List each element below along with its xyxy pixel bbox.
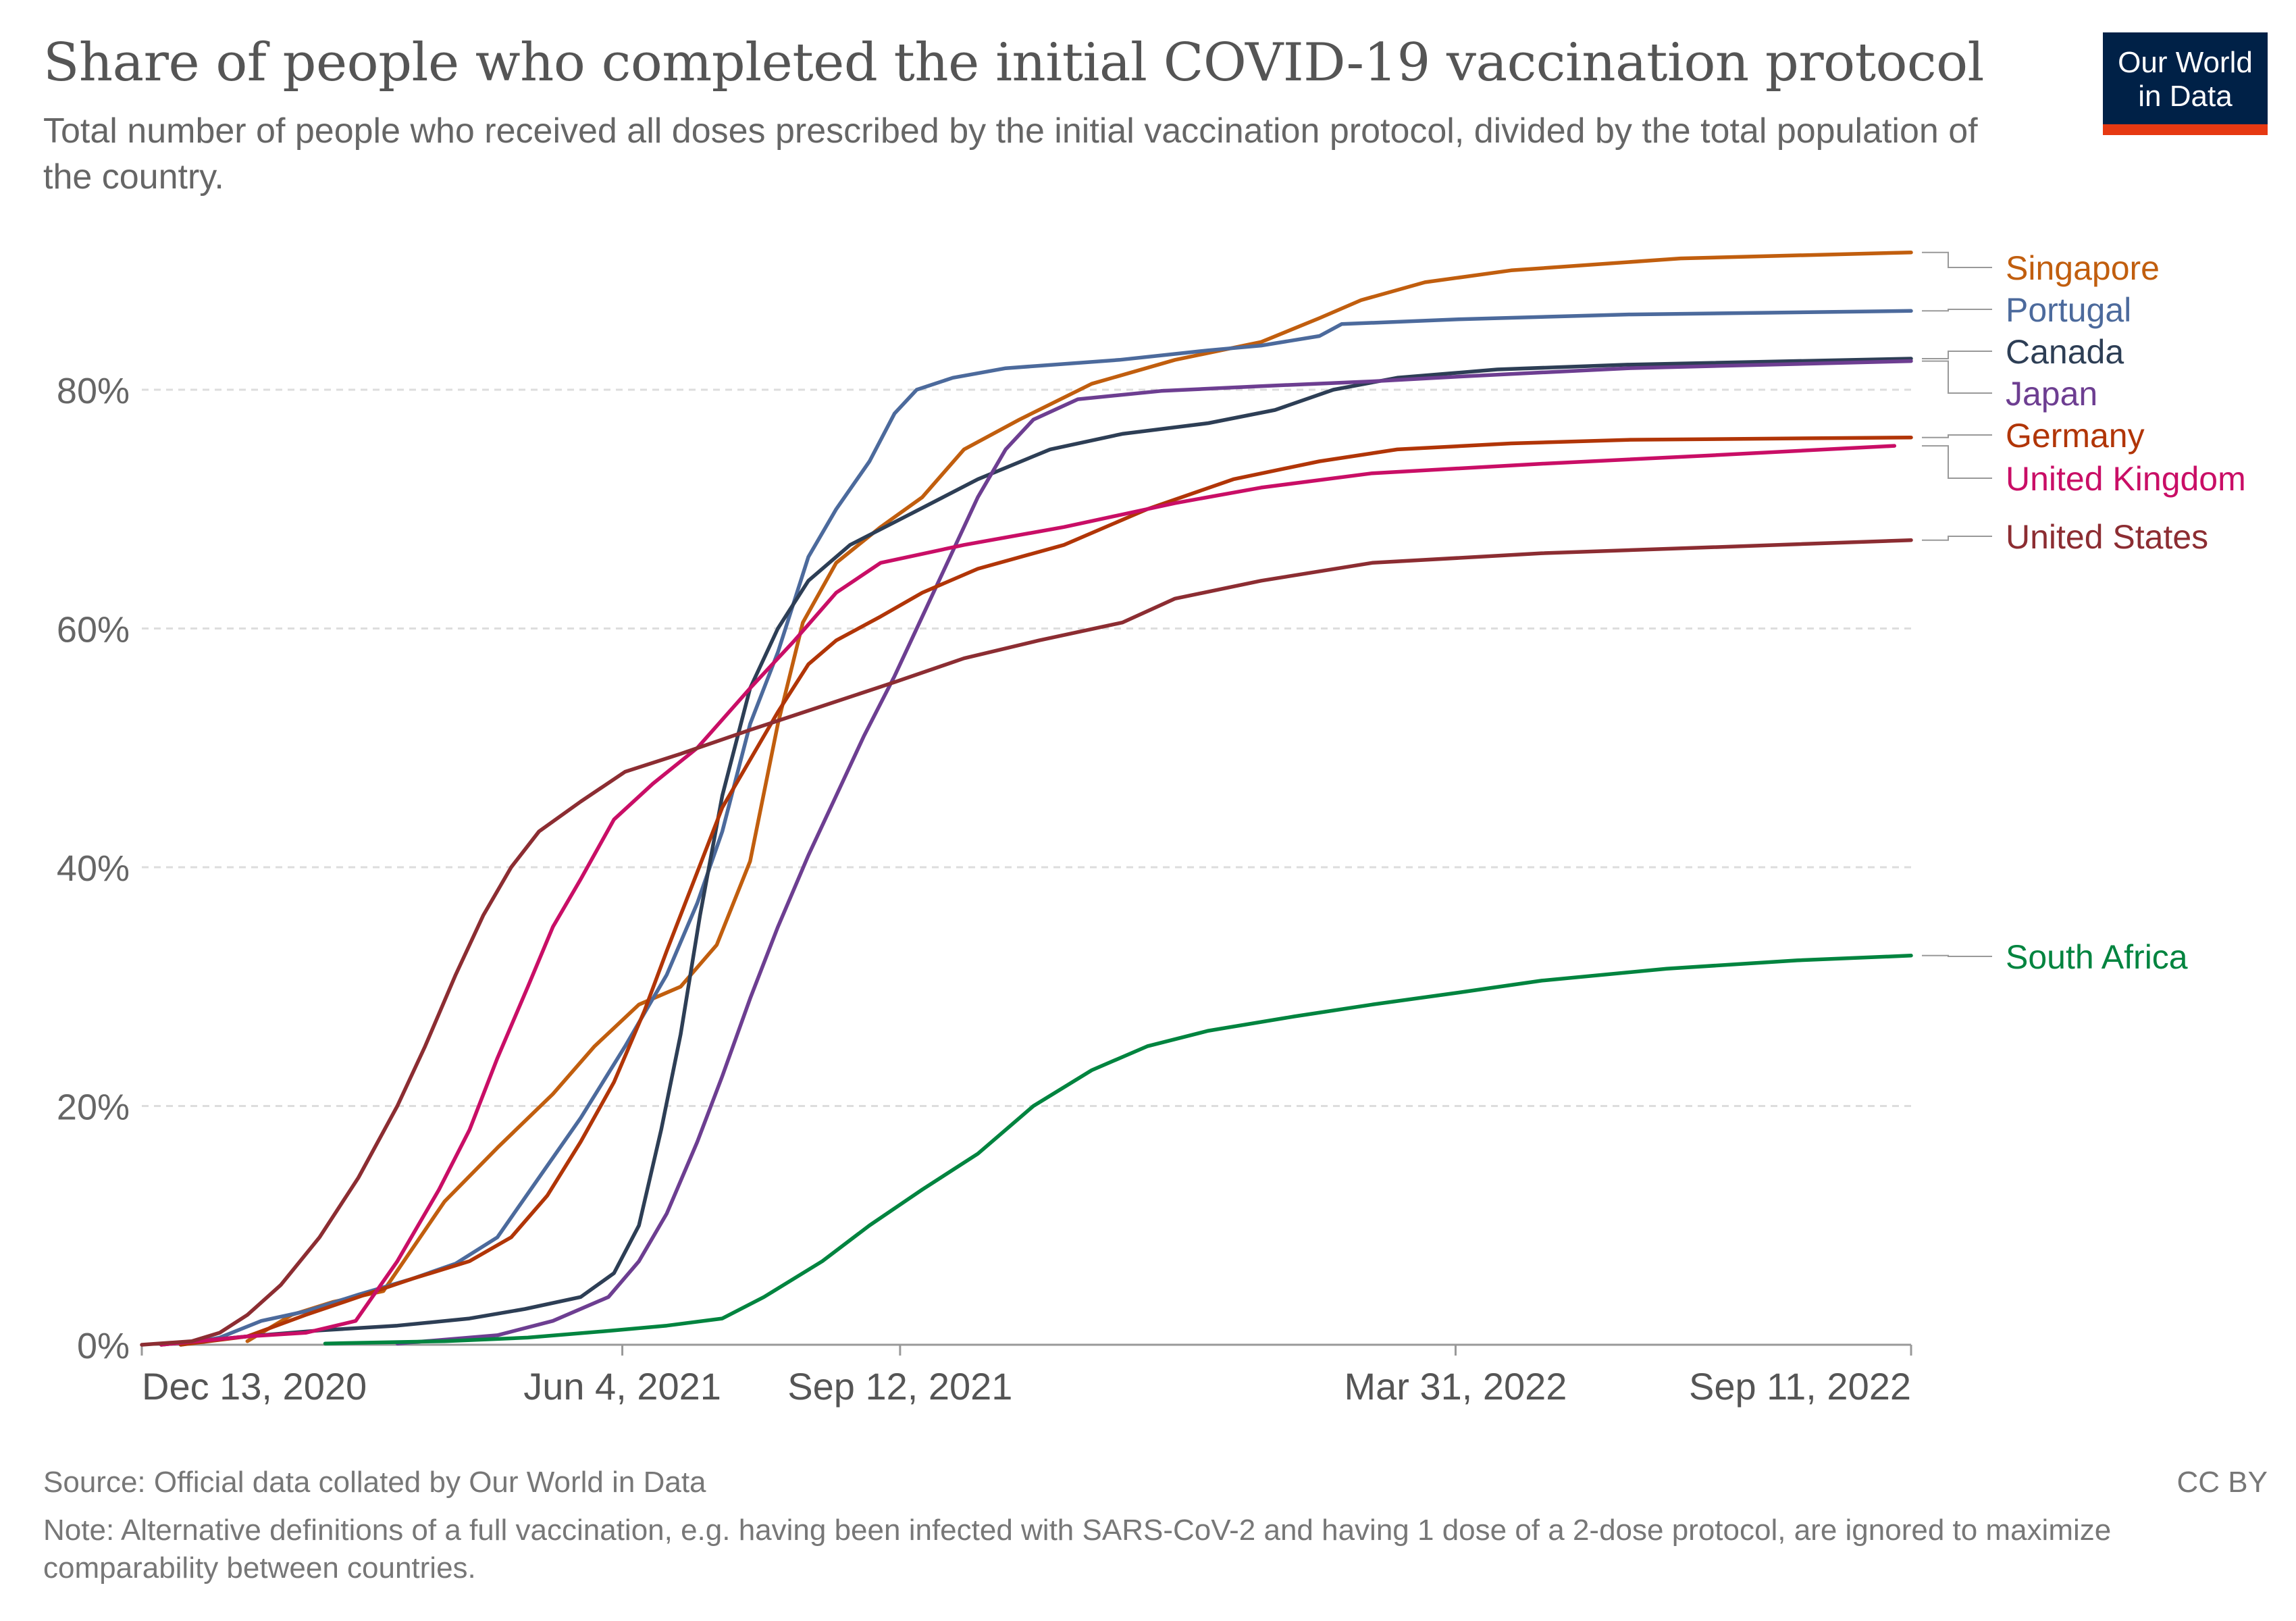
series-line-germany xyxy=(178,435,1913,1347)
leader-line xyxy=(1922,351,1992,359)
series-label-japan: Japan xyxy=(2006,375,2097,413)
source-note: Source: Official data collated by Our Wo… xyxy=(43,1466,706,1499)
series-line-japan xyxy=(395,359,1913,1345)
series-line-united-kingdom xyxy=(159,444,1897,1347)
y-tick-label: 0% xyxy=(77,1326,130,1366)
line-chart: 0% 20% 40% 60% 80% Dec 13, 2020 Jun 4, 2021 Sep… xyxy=(57,249,2246,1408)
leader-line xyxy=(1922,360,1992,394)
series-line-canada xyxy=(159,357,1913,1347)
leader-line xyxy=(1922,536,1992,541)
end-label-group: Germany xyxy=(1922,417,2145,455)
end-label-group: United Kingdom xyxy=(1922,445,2246,498)
end-label-group: South Africa xyxy=(1922,938,2188,976)
leader-line xyxy=(1922,309,1992,312)
leader-line xyxy=(1922,251,1992,268)
end-label-group: Canada xyxy=(1922,333,2124,371)
series-line-singapore xyxy=(245,250,1913,1343)
x-tick-label: Jun 4, 2021 xyxy=(523,1365,721,1408)
series-line-united-states xyxy=(140,538,1913,1347)
leader-line xyxy=(1922,434,1992,438)
end-label-group: Japan xyxy=(1922,360,2097,413)
series-line-south-africa xyxy=(323,954,1913,1345)
x-tick-label: Dec 13, 2020 xyxy=(142,1365,367,1408)
series-label-united-kingdom: United Kingdom xyxy=(2006,460,2246,498)
methodology-note: Note: Alternative definitions of a full … xyxy=(43,1514,2112,1585)
x-tick-label: Sep 12, 2021 xyxy=(787,1365,1012,1408)
series-label-singapore: Singapore xyxy=(2006,249,2160,287)
logo-text: Our World in Data xyxy=(2118,46,2253,113)
x-tick-label: Mar 31, 2022 xyxy=(1344,1365,1567,1408)
y-tick-label: 40% xyxy=(57,848,130,889)
x-tick-label: Sep 11, 2022 xyxy=(1689,1365,1911,1408)
our-world-in-data-logo[interactable]: Our World in Data xyxy=(2103,32,2268,135)
end-label-group: Portugal xyxy=(1922,291,2131,329)
series-label-germany: Germany xyxy=(2006,417,2145,455)
y-tick-label: 20% xyxy=(57,1087,130,1128)
y-tick-label: 80% xyxy=(57,371,130,411)
leader-line xyxy=(1922,445,1992,479)
series-label-portugal: Portugal xyxy=(2006,291,2131,329)
chart-title: Share of people who completed the initia… xyxy=(43,32,1985,93)
y-tick-label: 60% xyxy=(57,610,130,650)
license-label[interactable]: CC BY xyxy=(2176,1466,2268,1499)
chart-subtitle: Total number of people who received all … xyxy=(43,111,1978,197)
series-label-canada: Canada xyxy=(2006,333,2124,371)
series-label-united-states: United States xyxy=(2006,518,2208,556)
logo-accent-bar xyxy=(2103,124,2268,135)
series-label-south-africa: South Africa xyxy=(2006,938,2188,976)
end-label-group: Singapore xyxy=(1922,249,2160,287)
end-label-group: United States xyxy=(1922,518,2208,556)
